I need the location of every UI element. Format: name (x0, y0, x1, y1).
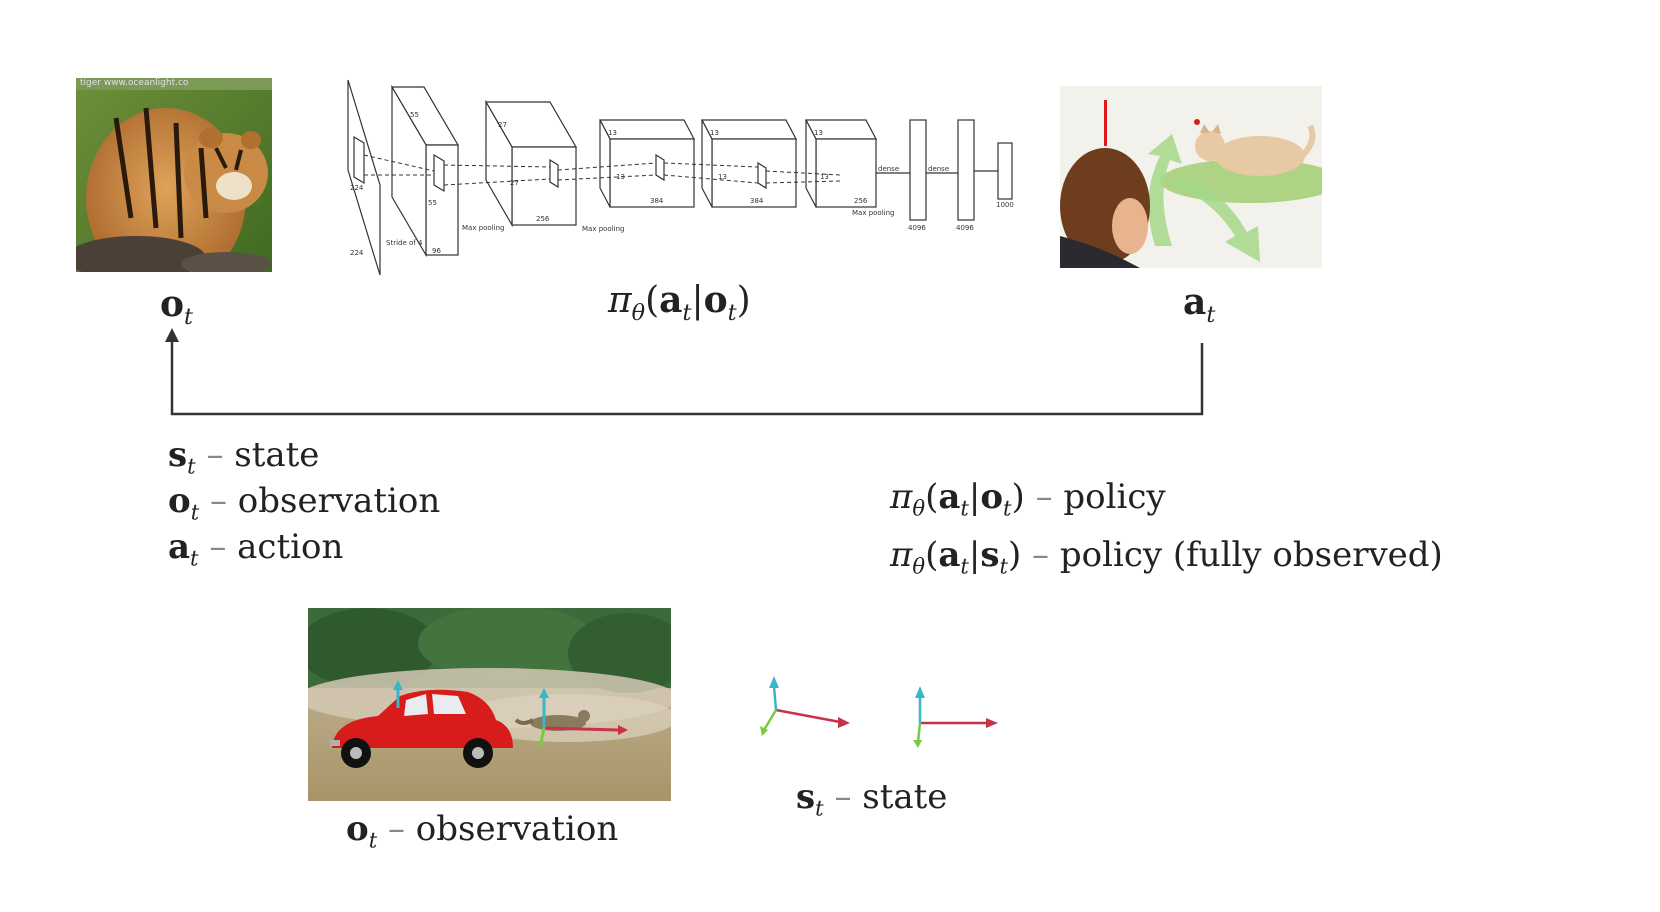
frame-rotated (760, 676, 850, 736)
net-label: 224 (350, 249, 364, 257)
net-label: 13 (616, 173, 625, 181)
watermark: tiger www.oceanlight.co (80, 78, 189, 88)
net-label: 55 (428, 199, 437, 207)
def-policy: πθ(at|ot) – policy (890, 477, 1166, 521)
net-label: 13 (814, 129, 823, 137)
net-label: 27 (498, 121, 507, 129)
conv5-block (805, 119, 877, 208)
net-label: 384 (650, 197, 664, 205)
net-label: Max pooling (852, 209, 894, 217)
net-label: 27 (510, 179, 519, 187)
action-image (1060, 86, 1322, 268)
conv2-block (484, 99, 578, 228)
def-state: st – state (168, 435, 320, 479)
state-axes-diagram (760, 676, 998, 748)
net-label: 13 (820, 173, 829, 181)
def-action: at – action (168, 527, 344, 571)
frame-aligned (913, 686, 998, 748)
observation-label: ot (160, 283, 193, 330)
net-label: Stride of 4 (386, 239, 423, 247)
net-label: Max pooling (462, 224, 504, 232)
conv4-block (701, 119, 797, 208)
net-label: 13 (608, 129, 617, 137)
net-label: 96 (432, 247, 441, 255)
net-label: dense (878, 165, 899, 173)
car-cheetah-image (308, 608, 671, 801)
bottom-observation-caption: ot – observation (346, 809, 619, 853)
net-label: 13 (710, 129, 719, 137)
conv3-block (599, 119, 695, 208)
def-policy-fully-observed: πθ(at|st) – policy (fully observed) (890, 535, 1443, 579)
cnn-network-diagram: 224 224 Stride of 4 55 55 96 Max pooling… (340, 75, 1030, 280)
net-label: 55 (410, 111, 419, 119)
net-label: 4096 (956, 224, 974, 232)
dense-layers (876, 119, 1013, 221)
net-label: 4096 (908, 224, 926, 232)
bottom-state-caption: st – state (796, 777, 948, 821)
conv1-block (390, 84, 460, 258)
net-label: 224 (350, 184, 364, 192)
net-label: 13 (718, 173, 727, 181)
net-label: 1000 (996, 201, 1014, 209)
net-label: 384 (750, 197, 764, 205)
observation-image: tiger www.oceanlight.co (76, 78, 272, 272)
net-label: Max pooling (582, 225, 624, 233)
input-layer (347, 79, 381, 276)
net-label: 256 (854, 197, 868, 205)
action-label: at (1183, 281, 1216, 328)
policy-label: πθ(at|ot) (608, 279, 751, 326)
def-observation: ot – observation (168, 481, 441, 525)
net-label: 256 (536, 215, 550, 223)
net-label: dense (928, 165, 949, 173)
